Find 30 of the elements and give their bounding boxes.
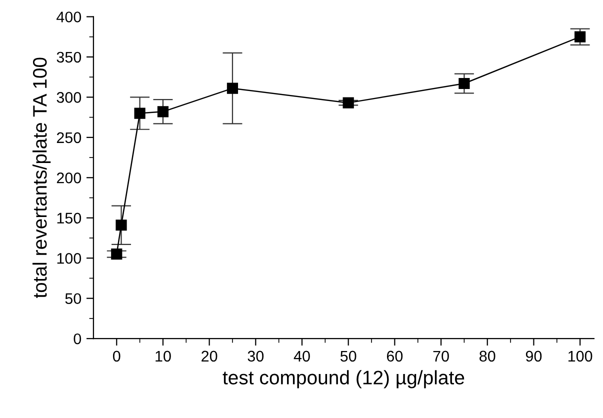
x-axis-title: test compound (12) µg/plate xyxy=(222,370,464,388)
x-tick-label: 70 xyxy=(433,350,449,362)
y-tick-label: 200 xyxy=(56,172,82,184)
x-tick-label: 10 xyxy=(156,350,171,362)
y-axis-title: total revertants/plate TA 100 xyxy=(32,58,51,298)
point xyxy=(226,82,238,94)
y-tick-label: 300 xyxy=(56,92,82,103)
point xyxy=(157,106,169,118)
x-tick-label: 20 xyxy=(202,350,218,362)
x-tick-label: 80 xyxy=(480,350,496,362)
y-tick-label: 250 xyxy=(56,132,82,144)
y-tick-label: 100 xyxy=(57,252,82,264)
y-tick-label: 400 xyxy=(56,12,82,22)
point xyxy=(134,108,146,119)
x-tick-label: 40 xyxy=(294,350,310,362)
point xyxy=(116,220,127,231)
point xyxy=(574,31,586,42)
x-tick-label: 60 xyxy=(386,350,403,362)
y-tick-label: 150 xyxy=(57,212,82,224)
x-tick-label: 50 xyxy=(340,350,356,362)
x-tick-label: 30 xyxy=(248,350,264,362)
x-tick-label: 100 xyxy=(568,350,592,362)
point xyxy=(111,248,122,260)
x-tick-label: 90 xyxy=(526,350,542,362)
y-tick-label: 350 xyxy=(56,52,82,63)
point xyxy=(342,97,354,108)
x-tick-label: 0 xyxy=(112,350,120,362)
y-tick-label: 0 xyxy=(74,333,82,344)
point xyxy=(458,78,470,90)
y-tick-label: 50 xyxy=(65,293,82,304)
